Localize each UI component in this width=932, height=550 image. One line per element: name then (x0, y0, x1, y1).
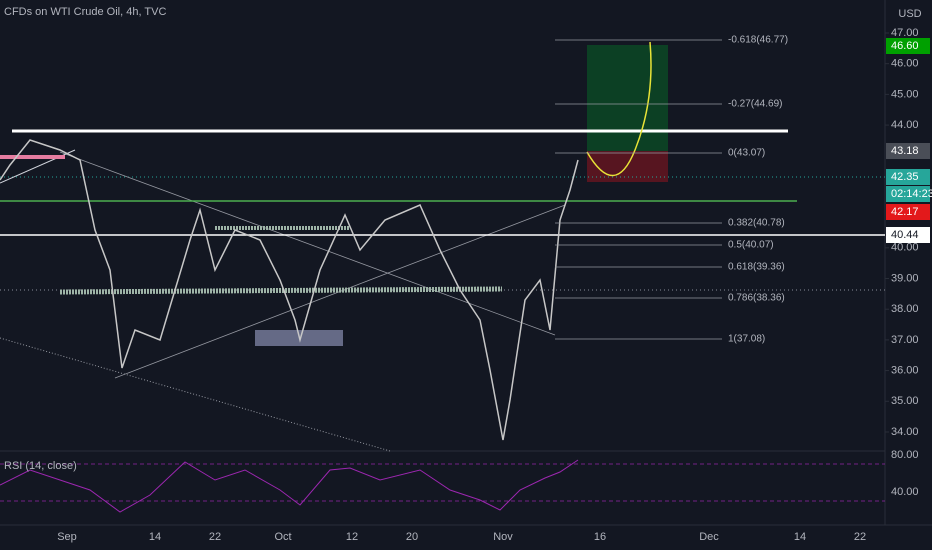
price-label: 35.00 (891, 395, 919, 407)
date-label: 20 (406, 531, 418, 543)
price-label: 45.00 (891, 88, 919, 100)
price-label: 46.00 (891, 58, 919, 70)
fib-label: 1(37.08) (728, 334, 765, 345)
fib-label: 0.382(40.78) (728, 218, 785, 229)
price-tag-label: 46.60 (891, 40, 919, 52)
price-label: 36.00 (891, 364, 919, 376)
date-label: Oct (274, 531, 291, 543)
date-label: 12 (346, 531, 358, 543)
price-line (0, 139, 579, 441)
date-label: 14 (794, 531, 806, 543)
price-tag (886, 38, 930, 54)
target-zone (587, 45, 668, 151)
price-tag (886, 186, 930, 202)
fib-label: -0.27(44.69) (728, 99, 782, 110)
price-tag-label: 40.44 (891, 229, 919, 241)
rsi-label: RSI (14, close) (4, 460, 77, 472)
price-tag-label: 42.35 (891, 171, 919, 183)
fib-label: 0.618(39.36) (728, 262, 785, 273)
price-tag-label: 02:14:23 (891, 188, 932, 200)
currency: USD (898, 8, 921, 20)
price-label: 40.00 (891, 242, 919, 254)
date-label: 22 (209, 531, 221, 543)
price-tag (886, 143, 930, 159)
price-label: 37.00 (891, 334, 919, 346)
date-label: 16 (594, 531, 606, 543)
projection-curve (586, 41, 652, 177)
price-tag (886, 169, 930, 185)
date-label: 14 (149, 531, 161, 543)
price-tag (886, 204, 930, 220)
price-label: 44.00 (891, 119, 919, 131)
fib-label: 0.5(40.07) (728, 240, 774, 251)
range-line (59, 286, 503, 295)
fib-label: 0.786(38.36) (728, 293, 785, 304)
rsi-axis-label: 80.00 (891, 449, 919, 461)
fib-label: 0(43.07) (728, 148, 765, 159)
date-label: Sep (57, 531, 77, 543)
price-label: 34.00 (891, 426, 919, 438)
date-label: Dec (699, 531, 719, 543)
rsi-axis-label: 40.00 (891, 486, 919, 498)
stop-zone (587, 151, 668, 182)
trend-line (59, 151, 556, 336)
date-label: Nov (493, 531, 513, 543)
price-label: 38.00 (891, 303, 919, 315)
price-tag-label: 42.17 (891, 206, 919, 218)
fib-label: -0.618(46.77) (728, 35, 788, 46)
price-label: 39.00 (891, 272, 919, 284)
price-tag-label: 43.18 (891, 145, 919, 157)
price-tag (886, 227, 930, 243)
rsi-line (0, 459, 579, 513)
price-label: 47.00 (891, 27, 919, 39)
date-label: 22 (854, 531, 866, 543)
chart-title: CFDs on WTI Crude Oil, 4h, TVC (4, 6, 166, 18)
